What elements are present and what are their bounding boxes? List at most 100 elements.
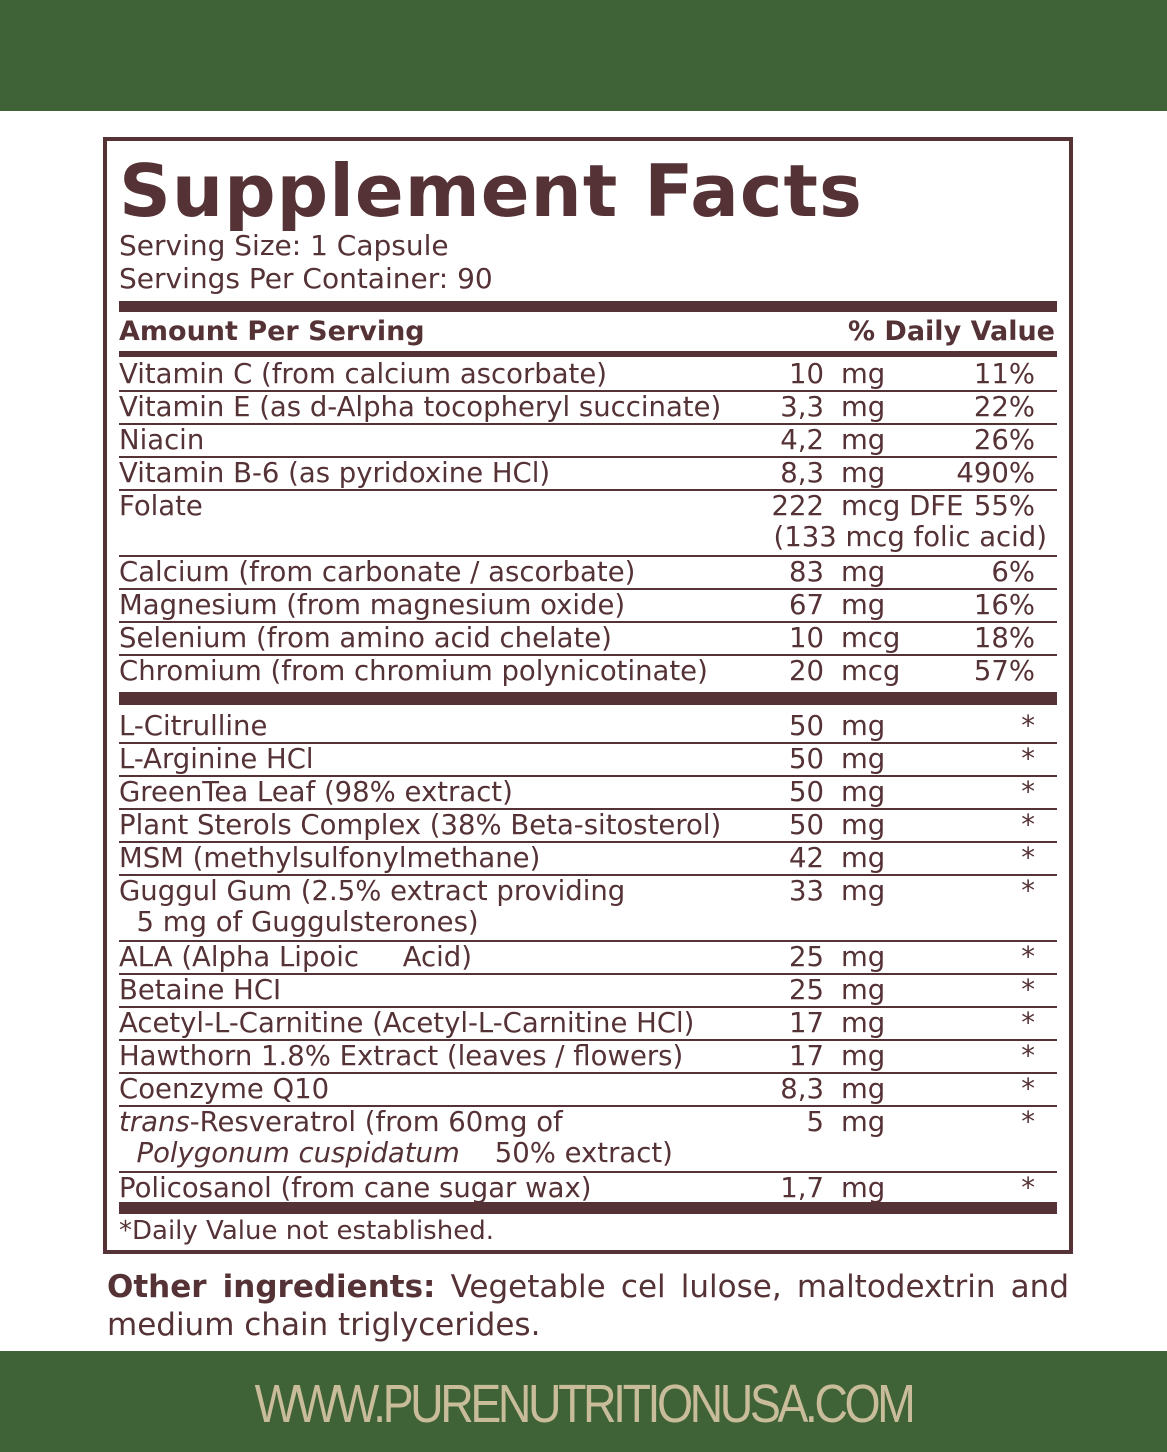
thick-divider: [119, 301, 1057, 312]
other-ingredients-label: Other ingredients:: [107, 1269, 436, 1305]
nutrient-daily-value: *: [1021, 743, 1035, 775]
nutrient-name-text: Vitamin B-6 (as pyridoxine HCl): [119, 457, 551, 489]
nutrient-name-text: Guggul Gum (2.5% extract providing: [119, 875, 626, 907]
nutrient-name: L-Citrulline: [119, 711, 267, 741]
nutrient-row: Betaine HCI 25 mg *: [119, 975, 1057, 1008]
nutrient-row: Chromium (from chromium polynicotinate) 2…: [119, 656, 1057, 689]
thick-divider: [119, 1202, 1057, 1214]
nutrient-daily-value: 22%: [973, 391, 1035, 423]
nutrient-amount: 20: [789, 655, 824, 687]
nutrient-name: Coenzyme Q10: [119, 1074, 329, 1104]
nutrient-name-text: Vitamin C (from calcium ascorbate): [119, 358, 607, 390]
nutrient-name: Acetyl-L-Carnitine (Acetyl-L-Carnitine H…: [119, 1008, 694, 1038]
nutrient-name-text: -Resveratrol (from 60mg of: [189, 1106, 563, 1138]
nutrient-row: trans-Resveratrol (from 60mg of Polygonu…: [119, 1107, 1057, 1173]
nutrient-row: L-Arginine HCl 50 mg *: [119, 744, 1057, 777]
nutrient-name: GreenTea Leaf (98% extract): [119, 777, 513, 807]
nutrient-unit: mg: [841, 710, 886, 742]
nutrient-daily-value: 16%: [973, 589, 1035, 621]
nutrient-daily-value: 6%: [991, 556, 1035, 588]
nutrient-name: Vitamin E (as d-Alpha tocopheryl succina…: [119, 392, 721, 422]
nutrient-name: Folate: [119, 491, 203, 521]
nutrient-name-line2-italic: Polygonum cuspidatum: [119, 1137, 460, 1169]
nutrient-name: Hawthorn 1.8% Extract (leaves / flowers): [119, 1041, 683, 1071]
nutrient-daily-value: 18%: [973, 622, 1035, 654]
nutrient-row: Acetyl-L-Carnitine (Acetyl-L-Carnitine H…: [119, 1008, 1057, 1041]
nutrient-name-text: GreenTea Leaf (98% extract): [119, 776, 513, 808]
nutrient-unit: mg: [841, 743, 886, 775]
nutrient-name: Magnesium (from magnesium oxide): [119, 590, 625, 620]
nutrient-name: Vitamin C (from calcium ascorbate): [119, 359, 607, 389]
servings-per-container: Servings Per Container: 90: [119, 262, 493, 295]
nutrient-name-line2-text: 50% extract): [459, 1137, 673, 1169]
nutrient-row: MSM (methylsulfonylmethane) 42 mg *: [119, 843, 1057, 876]
nutrient-name-text: Magnesium (from magnesium oxide): [119, 589, 626, 621]
nutrient-name: Vitamin B-6 (as pyridoxine HCl): [119, 458, 550, 488]
nutrient-unit: mg: [841, 457, 886, 489]
nutrient-unit: mg: [841, 1172, 886, 1204]
nutrient-unit: mg: [841, 842, 886, 874]
nutrient-daily-value: *: [1021, 1073, 1035, 1105]
nutrient-row: GreenTea Leaf (98% extract) 50 mg *: [119, 777, 1057, 810]
nutrient-daily-value: 57%: [973, 655, 1035, 687]
supplement-facts-panel: Supplement Facts Serving Size: 1 Capsule…: [103, 137, 1073, 1254]
nutrient-row: Guggul Gum (2.5% extract providing 5 mg …: [119, 876, 1057, 942]
nutrient-name-text: Hawthorn 1.8% Extract (leaves / flowers): [119, 1040, 684, 1072]
other-ingredients: Other ingredients: Vegetable cel lulose,…: [107, 1268, 1069, 1344]
nutrient-row: Policosanol (from cane sugar wax) 1,7 mg *: [119, 1173, 1057, 1206]
nutrient-row: Vitamin E (as d-Alpha tocopheryl succina…: [119, 392, 1057, 425]
nutrient-unit: mg: [841, 809, 886, 841]
nutrient-name: L-Arginine HCl: [119, 744, 314, 774]
nutrient-row: Niacin 4,2 mg 26%: [119, 425, 1057, 458]
nutrient-unit: mcg: [841, 655, 901, 687]
nutrient-amount: 33: [789, 875, 824, 907]
other-ingredients-text: Vegetable cel lulose, maltodextrin and m…: [107, 1269, 1069, 1343]
nutrient-unit: mg: [841, 1040, 886, 1072]
nutrient-row: Vitamin C (from calcium ascorbate) 10 mg 11…: [119, 359, 1057, 392]
nutrient-amount: 10: [789, 358, 824, 390]
nutrient-unit: mg: [841, 875, 886, 907]
serving-size: Serving Size: 1 Capsule: [119, 229, 449, 262]
nutrient-row: Coenzyme Q10 8,3 mg *: [119, 1074, 1057, 1107]
nutrient-daily-value: *: [1021, 875, 1035, 907]
nutrient-name-text: Vitamin E (as d-Alpha tocopheryl succina…: [119, 391, 722, 423]
nutrient-unit: mg: [841, 589, 886, 621]
nutrient-name-text: Policosanol (from cane sugar wax): [119, 1172, 592, 1204]
nutrient-row: Hawthorn 1.8% Extract (leaves / flowers)…: [119, 1041, 1057, 1074]
nutrient-name-text: MSM (methylsulfonylmethane): [119, 842, 541, 874]
nutrient-unit: mg: [841, 974, 886, 1006]
nutrient-row: Calcium (from carbonate / ascorbate) 83 mg…: [119, 557, 1057, 590]
nutrient-amount: 50: [789, 743, 824, 775]
nutrient-unit: mg: [841, 776, 886, 808]
nutrient-amount: 25: [789, 941, 824, 973]
nutrient-name-text: L-Arginine HCl: [119, 743, 314, 775]
nutrient-name: Calcium (from carbonate / ascorbate): [119, 557, 635, 587]
footnote: *Daily Value not established.: [119, 1216, 494, 1246]
nutrient-amount: 83: [789, 556, 824, 588]
amount-per-serving-label: Amount Per Serving: [119, 316, 425, 347]
nutrient-unit: mg: [841, 1073, 886, 1105]
nutrient-name-text: L-Citrulline: [119, 710, 268, 742]
nutrient-unit: mg: [841, 358, 886, 390]
nutrient-name-line2-text: 5 mg of Guggulsterones): [119, 906, 479, 938]
website-url[interactable]: WWW.PURENUTRITIONUSA.COM: [254, 1374, 916, 1434]
nutrient-name-text: ALA (Alpha Lipoic Acid): [119, 941, 472, 973]
nutrient-daily-value: *: [1021, 1040, 1035, 1072]
medium-divider: [119, 351, 1057, 357]
nutrient-name: Guggul Gum (2.5% extract providing: [119, 876, 625, 906]
nutrient-name: Betaine HCI: [119, 975, 281, 1005]
nutrient-name: ALA (Alpha Lipoic Acid): [119, 942, 472, 972]
top-banner: [0, 0, 1167, 111]
nutrient-daily-value: 490%: [956, 457, 1035, 489]
vitamins-section: Vitamin C (from calcium ascorbate) 10 mg 11…: [119, 359, 1057, 689]
nutrient-daily-value: *: [1021, 710, 1035, 742]
nutrient-amount: 222: [771, 490, 825, 522]
nutrient-name-text: Plant Sterols Complex (38% Beta-sitoster…: [119, 809, 722, 841]
nutrient-name: Policosanol (from cane sugar wax): [119, 1173, 591, 1203]
nutrient-daily-value: *: [1021, 809, 1035, 841]
nutrient-unit: mg: [841, 941, 886, 973]
nutrient-daily-value: *: [1021, 1106, 1035, 1138]
nutrient-daily-value: *: [1021, 776, 1035, 808]
nutrient-amount: 42: [789, 842, 824, 874]
nutrient-unit: mg: [841, 1106, 886, 1138]
